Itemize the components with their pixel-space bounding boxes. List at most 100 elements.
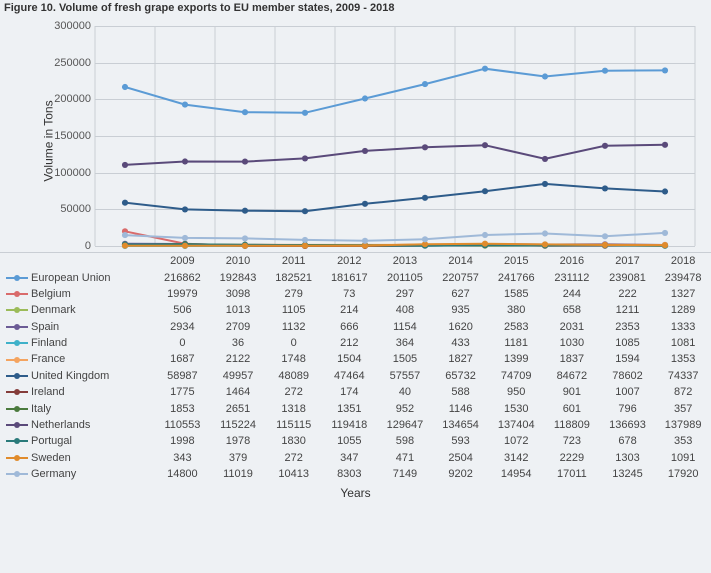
series-name: Denmark bbox=[31, 304, 76, 316]
series-marker bbox=[482, 241, 488, 247]
data-cell: 347 bbox=[321, 450, 377, 466]
series-marker bbox=[362, 95, 368, 101]
series-label: Spain bbox=[0, 319, 155, 335]
data-cell: 1211 bbox=[600, 302, 656, 318]
series-marker bbox=[302, 237, 308, 243]
legend-marker-icon bbox=[6, 388, 28, 396]
series-name: Ireland bbox=[31, 386, 65, 398]
data-cell: 1007 bbox=[600, 384, 656, 400]
data-cell: 357 bbox=[655, 400, 711, 416]
legend-marker-icon bbox=[6, 421, 28, 429]
legend-marker-icon bbox=[6, 290, 28, 298]
data-cell: 57557 bbox=[377, 368, 433, 384]
series-marker bbox=[542, 156, 548, 162]
data-cell: 214 bbox=[321, 302, 377, 318]
data-cell: 1353 bbox=[655, 351, 711, 367]
data-cell: 182521 bbox=[266, 269, 322, 285]
data-cell: 239081 bbox=[600, 269, 656, 285]
data-cell: 666 bbox=[321, 319, 377, 335]
table-row: Portugal19981978183010555985931072723678… bbox=[0, 433, 711, 449]
data-cell: 1853 bbox=[155, 400, 211, 416]
data-cell: 1132 bbox=[266, 319, 322, 335]
table-row: Sweden3433792723474712504314222291303109… bbox=[0, 450, 711, 466]
data-cell: 2504 bbox=[433, 450, 489, 466]
data-cell: 9202 bbox=[433, 466, 489, 482]
data-cell: 1830 bbox=[266, 433, 322, 449]
data-cell: 115224 bbox=[210, 417, 266, 433]
data-cell: 10413 bbox=[266, 466, 322, 482]
data-cell: 8303 bbox=[321, 466, 377, 482]
series-marker bbox=[242, 109, 248, 115]
year-header: 2010 bbox=[210, 253, 266, 270]
data-cell: 1620 bbox=[433, 319, 489, 335]
series-marker bbox=[122, 200, 128, 206]
data-cell: 118809 bbox=[544, 417, 600, 433]
y-tick-label: 0 bbox=[41, 240, 91, 252]
series-marker bbox=[542, 241, 548, 247]
series-label: Sweden bbox=[0, 450, 155, 466]
data-cell: 19979 bbox=[155, 286, 211, 302]
data-cell: 216862 bbox=[155, 269, 211, 285]
data-cell: 14800 bbox=[155, 466, 211, 482]
data-cell: 1081 bbox=[655, 335, 711, 351]
data-cell: 1585 bbox=[488, 286, 544, 302]
series-label: Ireland bbox=[0, 384, 155, 400]
year-header: 2016 bbox=[544, 253, 600, 270]
series-marker bbox=[602, 233, 608, 239]
series-marker bbox=[182, 158, 188, 164]
legend-marker-icon bbox=[6, 274, 28, 282]
data-cell: 17011 bbox=[544, 466, 600, 482]
series-marker bbox=[602, 68, 608, 74]
data-cell: 658 bbox=[544, 302, 600, 318]
data-cell: 1318 bbox=[266, 400, 322, 416]
data-cell: 1289 bbox=[655, 302, 711, 318]
series-label: Denmark bbox=[0, 302, 155, 318]
data-cell: 1978 bbox=[210, 433, 266, 449]
data-cell: 272 bbox=[266, 384, 322, 400]
data-cell: 1464 bbox=[210, 384, 266, 400]
table-row: France1687212217481504150518271399183715… bbox=[0, 351, 711, 367]
data-cell: 1505 bbox=[377, 351, 433, 367]
year-header: 2013 bbox=[377, 253, 433, 270]
data-cell: 48089 bbox=[266, 368, 322, 384]
y-tick-label: 100000 bbox=[41, 167, 91, 179]
data-cell: 1055 bbox=[321, 433, 377, 449]
data-cell: 935 bbox=[433, 302, 489, 318]
data-cell: 0 bbox=[266, 335, 322, 351]
data-cell: 2709 bbox=[210, 319, 266, 335]
series-marker bbox=[302, 110, 308, 116]
data-cell: 137404 bbox=[488, 417, 544, 433]
data-cell: 74709 bbox=[488, 368, 544, 384]
data-cell: 433 bbox=[433, 335, 489, 351]
series-marker bbox=[362, 201, 368, 207]
data-cell: 364 bbox=[377, 335, 433, 351]
data-cell: 1748 bbox=[266, 351, 322, 367]
series-marker bbox=[482, 66, 488, 72]
series-label: Germany bbox=[0, 466, 155, 482]
data-cell: 220757 bbox=[433, 269, 489, 285]
data-cell: 588 bbox=[433, 384, 489, 400]
data-cell: 2031 bbox=[544, 319, 600, 335]
data-cell: 408 bbox=[377, 302, 433, 318]
series-name: Italy bbox=[31, 403, 51, 415]
data-cell: 796 bbox=[600, 400, 656, 416]
series-label: France bbox=[0, 351, 155, 367]
data-cell: 1594 bbox=[600, 351, 656, 367]
year-header: 2011 bbox=[266, 253, 322, 270]
series-marker bbox=[662, 67, 668, 73]
year-header: 2017 bbox=[600, 253, 656, 270]
data-cell: 11019 bbox=[210, 466, 266, 482]
series-marker bbox=[422, 81, 428, 87]
data-cell: 201105 bbox=[377, 269, 433, 285]
table-row: Belgium199793098279732976271585244222132… bbox=[0, 286, 711, 302]
year-header: 2009 bbox=[155, 253, 211, 270]
data-cell: 40 bbox=[377, 384, 433, 400]
data-cell: 222 bbox=[600, 286, 656, 302]
series-name: Netherlands bbox=[31, 419, 90, 431]
chart-area: Volume in Tons 0500001000001500002000002… bbox=[0, 16, 711, 266]
series-marker bbox=[302, 208, 308, 214]
data-cell: 1998 bbox=[155, 433, 211, 449]
data-cell: 723 bbox=[544, 433, 600, 449]
data-cell: 74337 bbox=[655, 368, 711, 384]
data-cell: 353 bbox=[655, 433, 711, 449]
